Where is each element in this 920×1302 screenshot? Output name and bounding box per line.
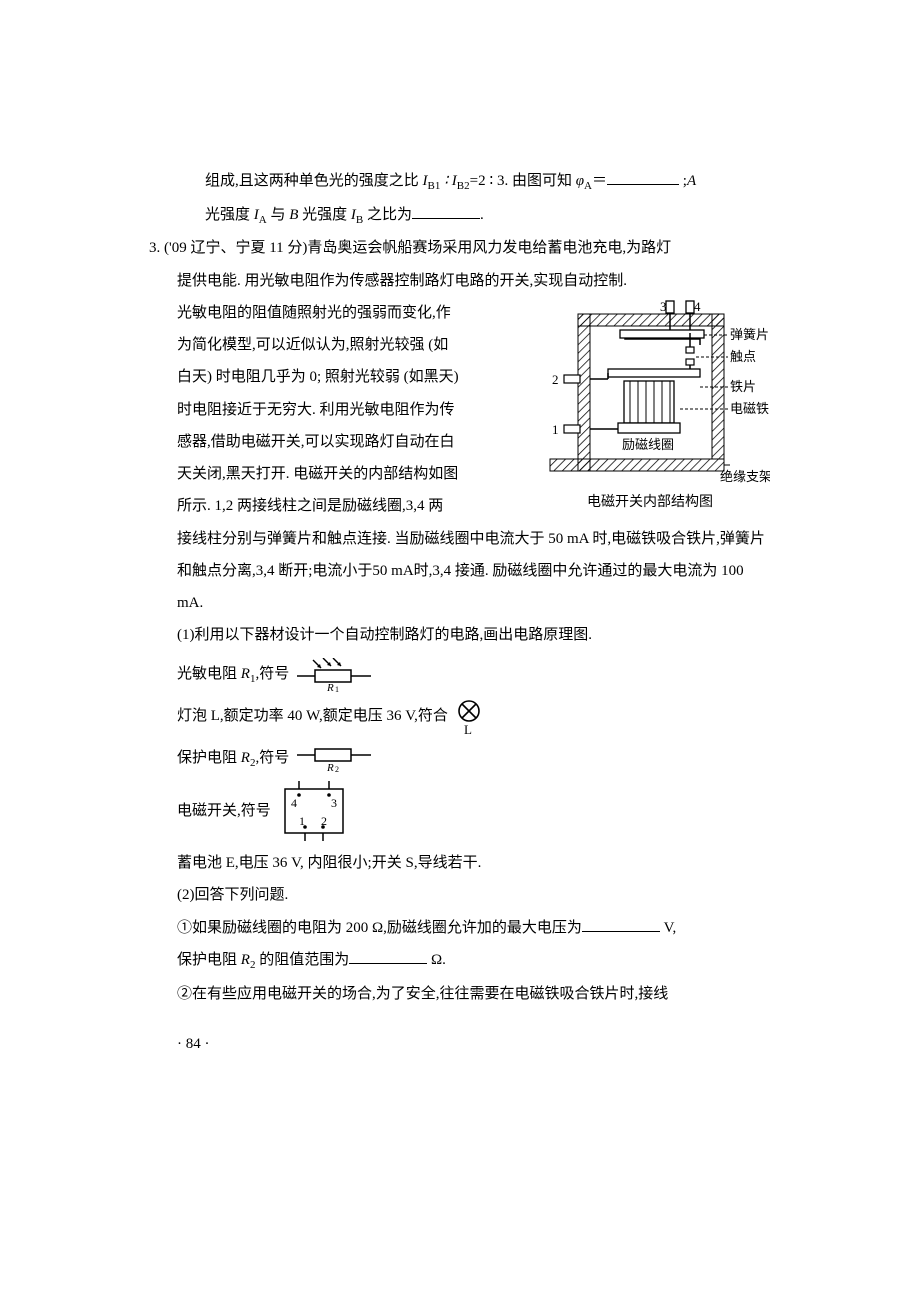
text: =2 ∶ 3. 由图可知 (470, 173, 576, 189)
text: ,符号 (255, 666, 289, 682)
res-label: R (326, 762, 334, 773)
var-R1: R (241, 666, 250, 682)
q3-number: 3. (149, 240, 160, 256)
electromagnet-switch-diagram: 3 4 (530, 299, 770, 489)
text: Ω. (427, 952, 446, 968)
text: 保护电阻 R2,符号 (177, 742, 289, 776)
q3-p1a: 青岛奥运会帆船赛场采用风力发电给蓄电池充电,为路灯 (307, 240, 671, 256)
sw-label-3: 3 (331, 796, 337, 810)
symbol-row-ldr: 光敏电阻 R1,符号 R 1 (145, 658, 770, 692)
text: 保护电阻 (177, 952, 241, 968)
lamp-symbol-icon: L (454, 698, 484, 736)
text: 保护电阻 (177, 750, 241, 766)
ldr-symbol-icon: R 1 (295, 658, 373, 692)
ldr-label: R (326, 682, 334, 692)
var-A: A (687, 173, 696, 189)
var-R2b: R (241, 952, 250, 968)
text: 之比为 (363, 207, 412, 223)
ldr-label-sub: 1 (335, 685, 339, 692)
diagram-label-contact: 触点 (730, 349, 756, 364)
blank-ratio (412, 203, 480, 219)
sw-label-4: 4 (291, 796, 297, 810)
var-phi: φ (576, 173, 584, 189)
diagram-caption: 电磁开关内部结构图 (530, 493, 770, 513)
text: 光敏电阻 R1,符号 (177, 658, 289, 692)
symbol-row-switch: 电磁开关,符号 4 3 1 2 (145, 781, 770, 841)
blank-phi (607, 169, 679, 185)
symbol-row-lamp: 灯泡 L,额定功率 40 W,额定电压 36 V,符合 L (145, 698, 770, 736)
diagram-label-2: 2 (552, 372, 559, 387)
diagram-wrap: 3 4 (530, 299, 770, 513)
q3-source: ('09 辽宁、宁夏 11 分) (164, 240, 307, 256)
carry-line-2: 光强度 IA 与 B 光强度 IB 之比为. (145, 199, 770, 233)
text: 电磁开关,符号 (177, 795, 271, 827)
var-I2: ∶ I (440, 173, 456, 189)
text: 组成,且这两种单色光的强度之比 (205, 173, 423, 189)
text: . (480, 207, 484, 223)
p3: 接线柱分别与弹簧片和触点连接. 当励磁线圈中电流大于 50 mA 时,电磁铁吸合… (145, 523, 770, 620)
text: ; (679, 173, 687, 189)
sw-label-1: 1 (299, 814, 305, 828)
electromagnet-shape (618, 381, 680, 433)
q3-body-with-figure: 3 4 (145, 297, 770, 523)
sub: B2 (457, 180, 470, 192)
task1: (1)利用以下器材设计一个自动控制路灯的电路,画出电路原理图. (145, 619, 770, 651)
q2-3: ②在有些应用电磁开关的场合,为了安全,往往需要在电磁铁吸合铁片时,接线 (145, 978, 770, 1010)
sub: A (259, 214, 267, 226)
text: 光强度 (298, 207, 351, 223)
text: ,符号 (255, 750, 289, 766)
res-label-sub: 2 (335, 765, 339, 773)
text: 感器,借助电磁开关,可以实现路灯自动在白 (177, 434, 455, 450)
resistor-symbol-icon: R 2 (295, 743, 373, 773)
em-switch-symbol-icon: 4 3 1 2 (277, 781, 351, 841)
sym5: 蓄电池 E,电压 36 V, 内阻很小;开关 S,导线若干. (145, 847, 770, 879)
blank-voltage (582, 916, 660, 932)
text: 光强度 (205, 207, 254, 223)
diagram-label-1: 1 (552, 422, 559, 437)
diagram-label-coil: 励磁线圈 (622, 437, 674, 452)
diagram-label-iron: 铁片 (730, 379, 756, 394)
q2-1: ①如果励磁线圈的电阻为 200 Ω,励磁线圈允许加的最大电压为 V, (145, 912, 770, 944)
task2: (2)回答下列问题. (145, 879, 770, 911)
page-number: · 84 · (145, 1028, 770, 1060)
text: 与 (267, 207, 290, 223)
lamp-label: L (464, 722, 472, 736)
carry-line-1: 组成,且这两种单色光的强度之比 IB1 ∶ IB2=2 ∶ 3. 由图可知 φA… (145, 165, 770, 199)
text: 的阻值范围为 (255, 952, 349, 968)
symbol-row-res: 保护电阻 R2,符号 R 2 (145, 742, 770, 776)
sub: B1 (428, 180, 441, 192)
sub: A (584, 180, 592, 192)
diagram-label-frame: 绝缘支架 (720, 469, 770, 484)
text: ①如果励磁线圈的电阻为 200 Ω,励磁线圈允许加的最大电压为 (177, 920, 582, 936)
q2-2: 保护电阻 R2 的阻值范围为 Ω. (145, 944, 770, 978)
blank-range (349, 948, 427, 964)
text: 光敏电阻 (177, 666, 241, 682)
diagram-label-magnet: 电磁铁 (730, 401, 769, 416)
text: 灯泡 L,额定功率 40 W,额定电压 36 V,符合 (177, 700, 448, 732)
text: V, (660, 920, 676, 936)
var-R2: R (241, 750, 250, 766)
q3-head: 3. ('09 辽宁、宁夏 11 分)青岛奥运会帆船赛场采用风力发电给蓄电池充电… (145, 232, 770, 264)
diagram-label-spring: 弹簧片 (730, 327, 769, 342)
sw-label-2: 2 (321, 814, 327, 828)
text: ＝ (592, 173, 607, 189)
diagram-label-4: 4 (694, 299, 701, 314)
q3-p1b: 提供电能. 用光敏电阻作为传感器控制路灯电路的开关,实现自动控制. (145, 265, 770, 297)
text: 白天) 时电阻几乎为 0; 照射光较弱 (如黑天) (177, 369, 459, 385)
